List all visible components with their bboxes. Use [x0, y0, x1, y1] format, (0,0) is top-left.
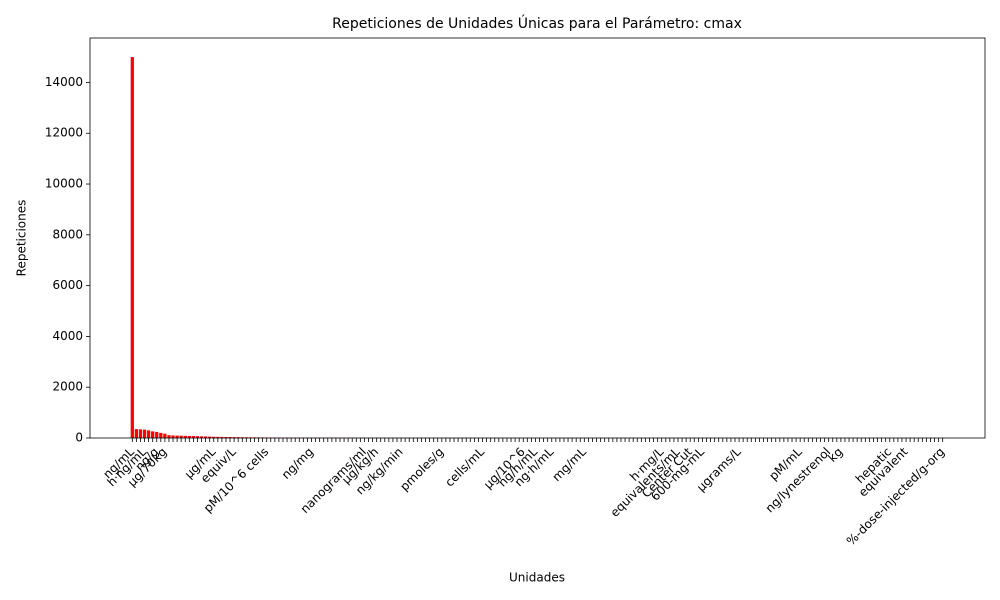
y-tick-label: 2000: [52, 380, 83, 394]
bar: [134, 429, 139, 438]
bar: [203, 436, 208, 438]
y-tick-label: 8000: [52, 227, 83, 241]
bar: [175, 435, 179, 438]
y-tick-label: 10000: [45, 177, 83, 191]
plot-frame: [89, 37, 986, 439]
chart-title: Repeticiones de Unidades Únicas para el …: [332, 14, 742, 32]
bar: [228, 437, 232, 438]
bar: [130, 57, 134, 439]
bar: [191, 436, 196, 438]
bar: [195, 436, 200, 438]
y-tick-label: 6000: [52, 278, 83, 292]
bar: [216, 436, 220, 438]
bar: [183, 435, 187, 438]
bar: [146, 430, 151, 438]
bar: [212, 436, 216, 438]
bar: [171, 435, 175, 438]
y-tick-label: 4000: [52, 329, 83, 343]
bar: [151, 431, 155, 438]
bar: [167, 435, 171, 438]
bar: [224, 436, 228, 438]
bar: [236, 437, 240, 438]
bar: [232, 437, 236, 438]
y-tick-label: 0: [75, 431, 83, 445]
bar: [199, 436, 204, 438]
y-tick-label: 12000: [45, 126, 83, 140]
bar: [179, 435, 183, 438]
bar: [220, 436, 224, 438]
bar: [142, 429, 147, 438]
y-tick-label: 14000: [45, 75, 83, 89]
bar: [138, 429, 143, 438]
bar: [163, 433, 167, 438]
bar: [159, 432, 163, 438]
y-axis-label: Repeticiones: [15, 200, 29, 277]
x-axis-label: Unidades: [509, 571, 565, 585]
bar: [208, 436, 212, 438]
bar: [187, 435, 191, 438]
bar: [155, 431, 159, 438]
